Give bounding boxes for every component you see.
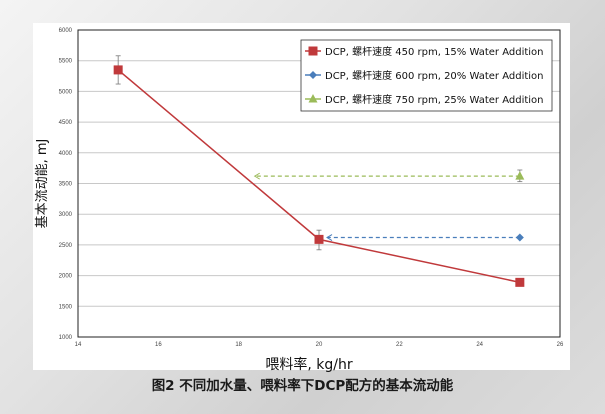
y-tick-label: 4000 [59,151,73,157]
x-tick-label: 14 [75,342,82,348]
legend-label: DCP, 螺杆速度 750 rpm, 25% Water Addition [325,93,544,106]
y-tick-label: 1000 [59,335,73,341]
x-tick-label: 18 [235,342,242,348]
x-tick-label: 24 [476,342,483,348]
x-tick-label: 16 [155,342,162,348]
legend-label: DCP, 螺杆速度 600 rpm, 20% Water Addition [325,69,544,82]
y-tick-label: 5500 [59,59,73,65]
legend-marker [308,94,318,103]
legend-label: DCP, 螺杆速度 450 rpm, 15% Water Addition [325,45,544,58]
x-tick-label: 22 [396,342,403,348]
y-tick-label: 3000 [59,212,73,218]
x-axis-label: 喂料率, kg/hr [265,356,352,373]
data-point [515,277,525,287]
x-tick-label: 26 [557,342,564,348]
figure-caption: 图2 不同加水量、喂料率下DCP配方的基本流动能 [151,378,454,394]
y-tick-label: 2000 [59,274,73,280]
y-tick-label: 1500 [59,304,73,310]
y-tick-label: 2500 [59,243,73,249]
data-point [515,233,524,242]
legend-marker [308,46,318,56]
x-tick-label: 20 [316,342,323,348]
y-tick-label: 6000 [59,28,73,34]
y-tick-label: 4500 [59,120,73,126]
data-point [314,234,324,244]
arrow-head [326,234,333,241]
y-tick-label: 5000 [59,89,73,95]
y-axis-label: 基本流动能, mJ [35,139,50,229]
arrow-head [253,172,260,180]
data-point [113,65,123,75]
legend [300,39,553,112]
legend-marker [309,71,317,79]
y-tick-label: 3500 [59,182,73,188]
data-point [515,171,525,180]
plot-area [77,29,561,338]
